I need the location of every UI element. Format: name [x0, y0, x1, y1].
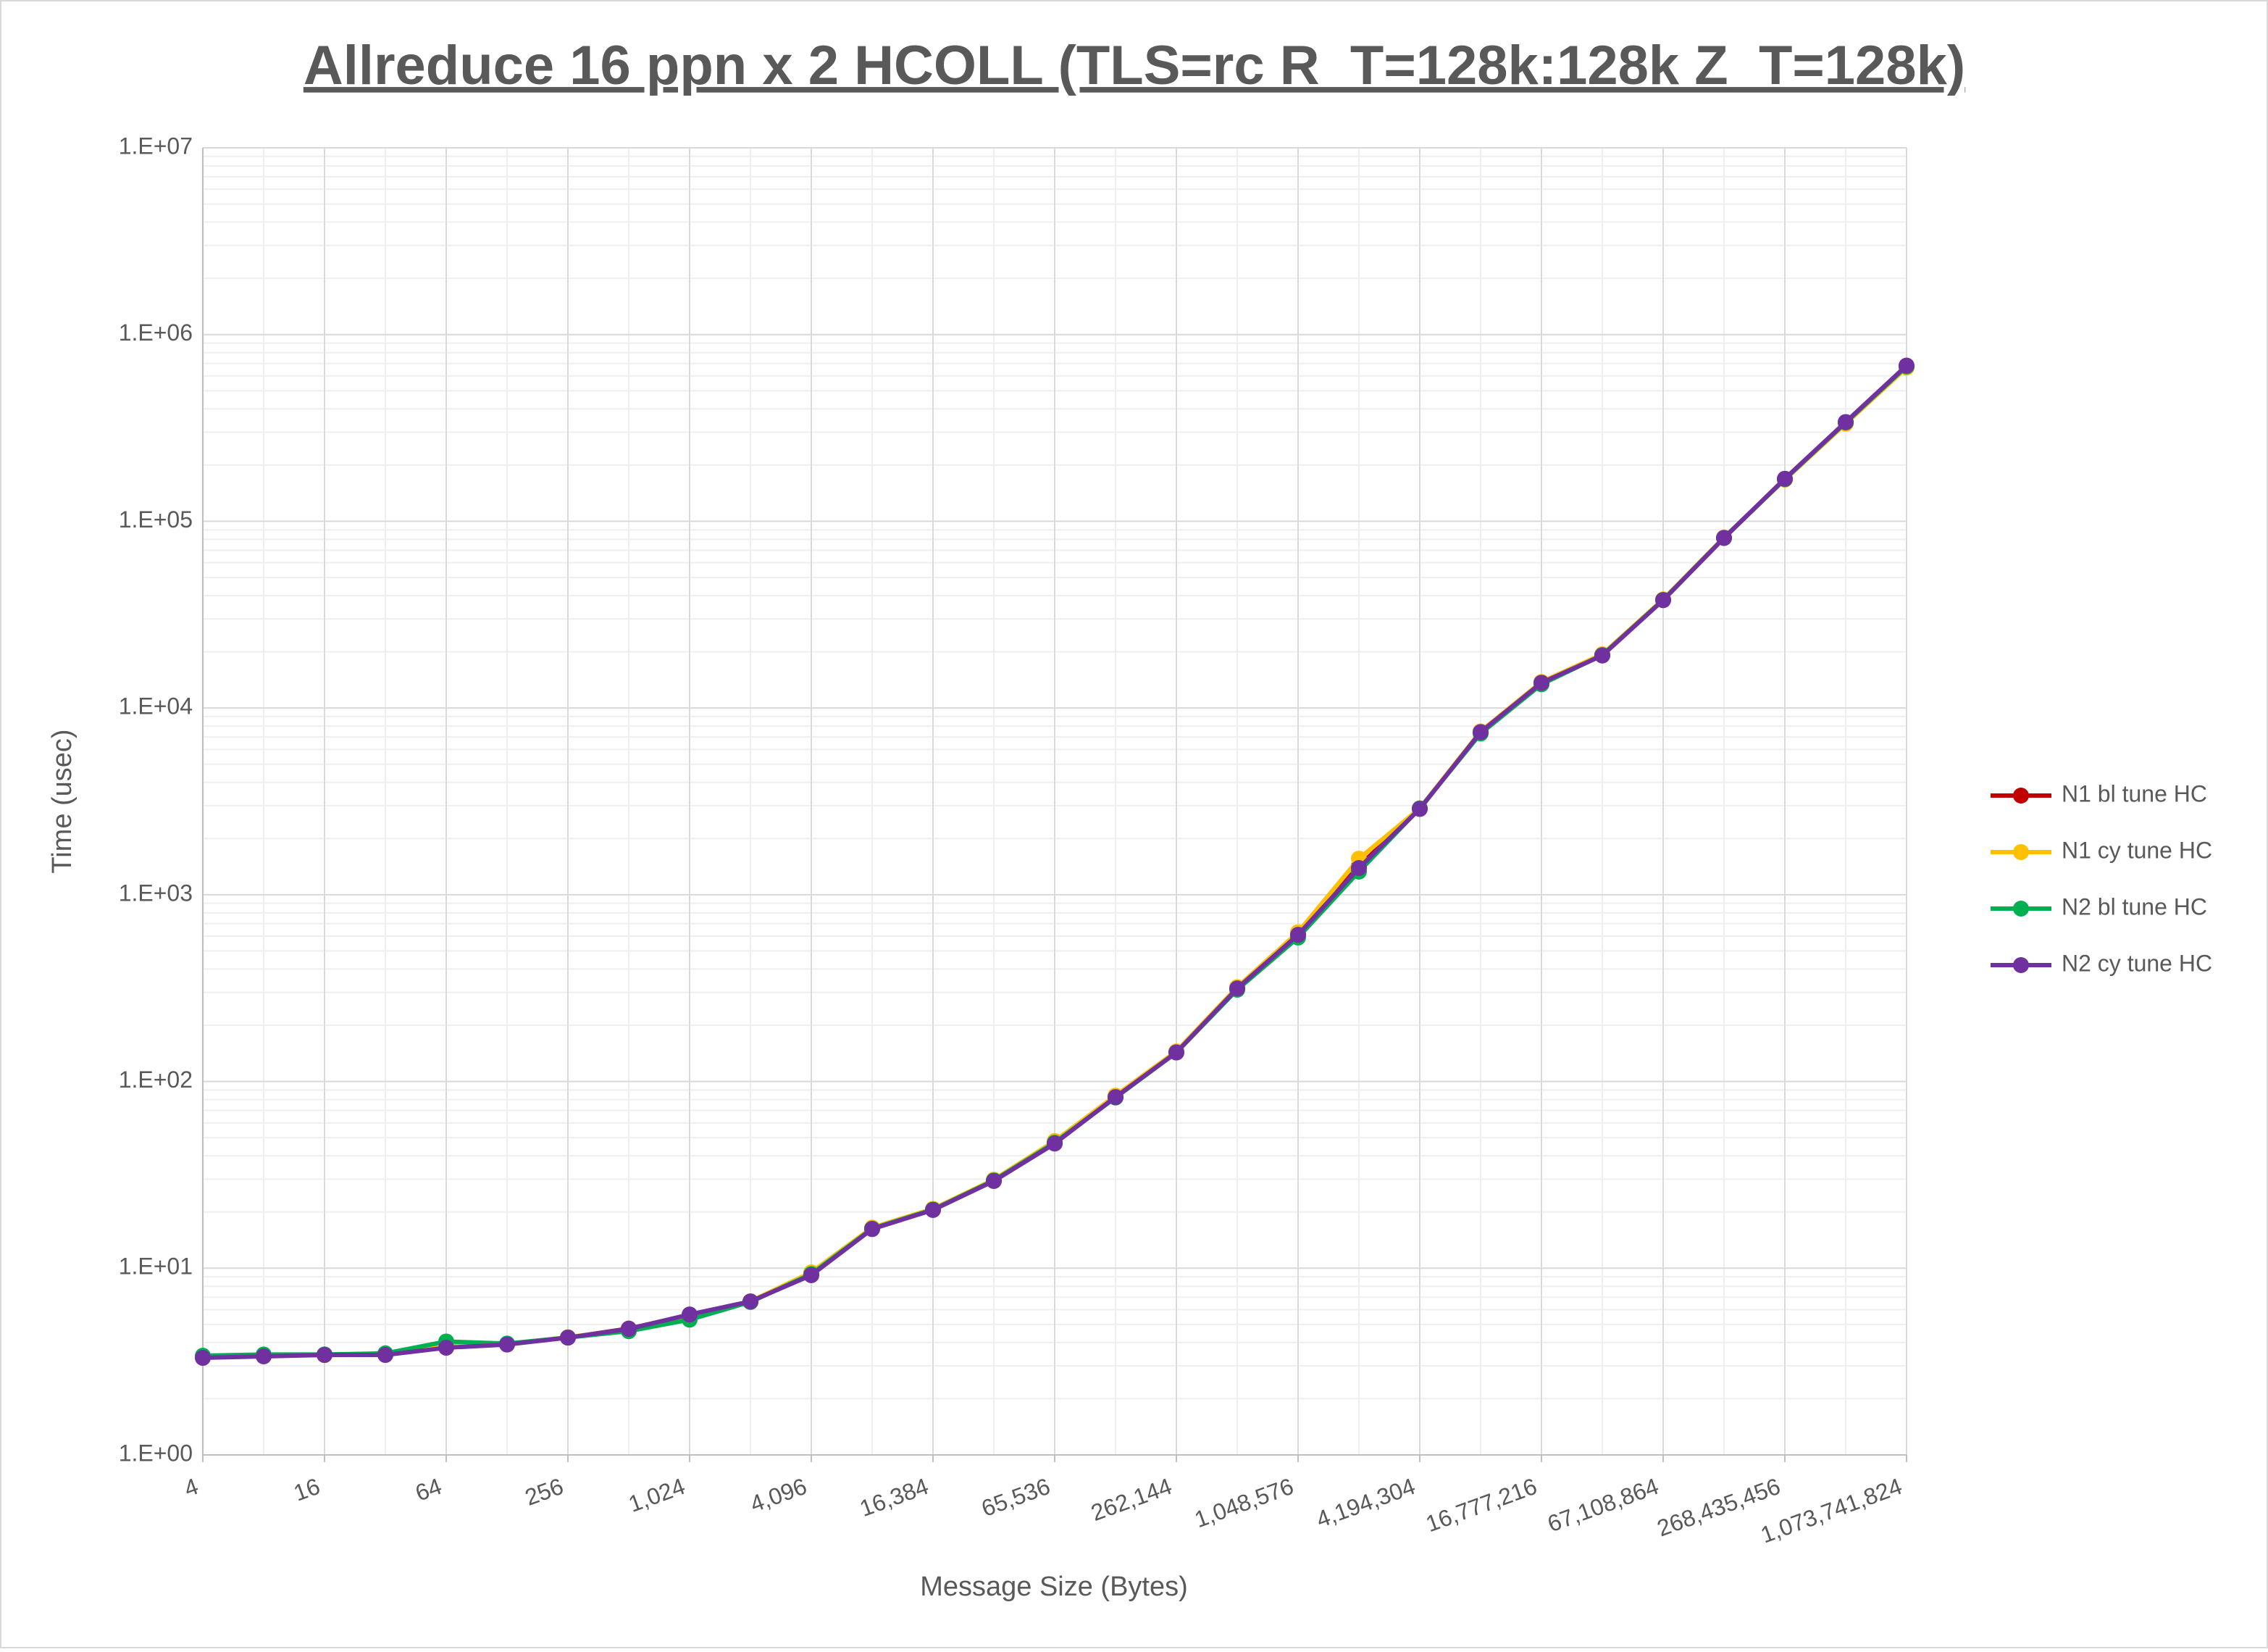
data-point: [925, 1201, 941, 1218]
data-point: [195, 1350, 211, 1367]
data-point: [1777, 470, 1793, 487]
data-point: [742, 1293, 758, 1310]
y-tick-label: 1.E+04: [119, 693, 193, 719]
data-point: [1290, 927, 1306, 943]
legend-label: N2 cy tune HC: [2062, 950, 2212, 976]
data-point: [560, 1330, 576, 1346]
y-tick-label: 1.E+03: [119, 880, 193, 906]
legend-label: N2 bl tune HC: [2062, 893, 2207, 919]
data-point: [377, 1347, 393, 1364]
chart-title: Allreduce 16 ppn x 2 HCOLL (TLS=rc R_T=1…: [304, 35, 1965, 96]
data-point: [682, 1306, 698, 1323]
data-point: [621, 1321, 637, 1338]
legend: N1 bl tune HC N1 cy tune HC N2 bl tune HC N…: [1991, 780, 2212, 976]
legend-marker: [2013, 844, 2029, 860]
data-point: [1412, 801, 1428, 817]
y-tick-label: 1.E+05: [119, 506, 193, 533]
data-point: [317, 1347, 332, 1364]
data-point: [1655, 592, 1671, 609]
data-point: [1473, 724, 1489, 741]
data-point: [1594, 647, 1610, 664]
legend-label: N1 cy tune HC: [2062, 837, 2212, 863]
data-point: [1108, 1089, 1123, 1106]
y-tick-label: 1.E+07: [119, 133, 193, 159]
plot-area: [195, 357, 1915, 1367]
data-point: [438, 1340, 454, 1356]
legend-label: N1 bl tune HC: [2062, 780, 2207, 806]
y-axis-title: Time (usec): [47, 729, 78, 873]
y-tick-label: 1.E+01: [119, 1253, 193, 1280]
y-tick-label: 1.E+06: [119, 320, 193, 346]
data-point: [1229, 980, 1245, 997]
y-tick-label: 1.E+02: [119, 1067, 193, 1093]
legend-marker: [2013, 901, 2029, 917]
data-point: [803, 1267, 819, 1283]
data-point: [864, 1221, 880, 1238]
y-tick-label: 1.E+00: [119, 1440, 193, 1466]
data-point: [1533, 675, 1549, 691]
data-point: [1838, 414, 1854, 430]
data-point: [1168, 1044, 1184, 1061]
data-point: [1716, 530, 1732, 546]
data-point: [1047, 1135, 1063, 1152]
data-point: [256, 1348, 272, 1365]
data-point: [1899, 357, 1915, 374]
data-point: [1351, 860, 1367, 877]
x-axis-title: Message Size (Bytes): [920, 1572, 1188, 1602]
legend-marker: [2013, 788, 2029, 804]
data-point: [499, 1336, 515, 1353]
legend-marker: [2013, 957, 2029, 973]
data-point: [986, 1172, 1002, 1189]
